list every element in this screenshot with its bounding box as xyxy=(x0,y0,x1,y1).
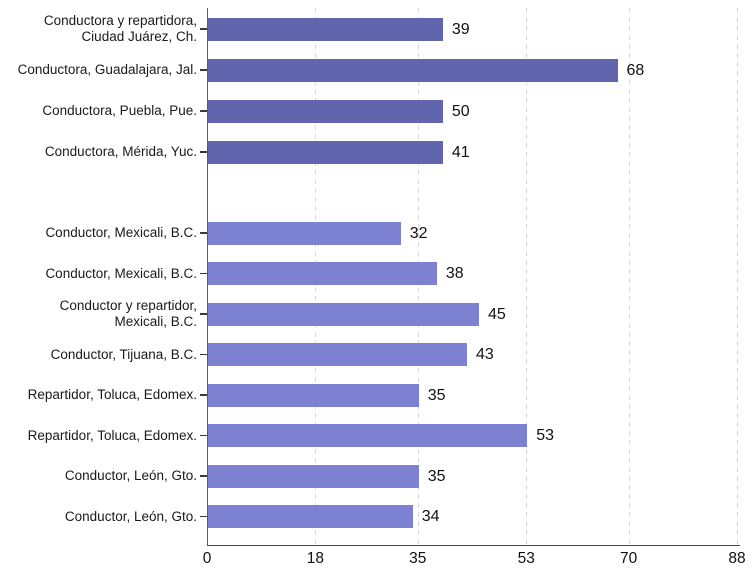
category-label: Conductor, León, Gto. xyxy=(64,508,197,524)
bar-conductores xyxy=(208,424,528,447)
bar-conductores xyxy=(208,343,467,366)
bar-conductores xyxy=(208,505,413,528)
bar-conductores xyxy=(208,464,419,488)
value-label: 43 xyxy=(475,346,494,363)
x-axis-line xyxy=(207,544,740,546)
bar-conductores xyxy=(208,383,419,407)
gridline-53 xyxy=(526,8,528,545)
x-tick-label: 70 xyxy=(619,550,638,567)
y-tick xyxy=(200,394,207,396)
value-label: 45 xyxy=(488,305,506,323)
category-label: Conductor, Mexicali, B.C. xyxy=(45,225,197,240)
y-tick xyxy=(200,434,207,437)
category-label: Conductora, Guadalajara, Jal. xyxy=(17,62,197,77)
x-tick-label: 18 xyxy=(306,550,325,567)
y-tick xyxy=(200,313,207,315)
y-tick xyxy=(200,475,207,477)
y-tick xyxy=(200,353,207,356)
bar-conductores xyxy=(208,262,437,285)
y-tick xyxy=(200,28,207,30)
value-label: 34 xyxy=(421,508,440,525)
category-label: Conductor, Mexicali, B.C. xyxy=(45,265,197,281)
category-label: Conductor, Tijuana, B.C. xyxy=(50,346,197,362)
value-label: 68 xyxy=(626,61,645,79)
gridline-70 xyxy=(628,8,630,545)
value-label: 38 xyxy=(445,265,464,282)
bar-conductoras xyxy=(208,17,443,41)
x-tick-label: 35 xyxy=(409,550,427,567)
value-label: 35 xyxy=(427,467,446,485)
x-tick-label: 53 xyxy=(517,550,535,567)
value-label: 39 xyxy=(451,20,470,38)
bar-conductoras xyxy=(208,99,443,123)
category-label: Conductora, Puebla, Pue. xyxy=(42,103,197,118)
y-tick xyxy=(200,515,207,518)
bar-conductores xyxy=(208,302,480,326)
bar-conductoras xyxy=(208,58,618,82)
x-tick-label: 88 xyxy=(728,550,746,567)
y-tick xyxy=(200,151,207,153)
bar-conductoras xyxy=(208,140,443,164)
category-label: Conductor, León, Gto. xyxy=(64,468,197,483)
y-tick xyxy=(200,272,207,275)
category-label: Repartidor, Toluca, Edomex. xyxy=(27,427,197,443)
value-label: 32 xyxy=(409,224,428,242)
value-label: 53 xyxy=(536,427,554,444)
y-tick xyxy=(200,232,207,234)
category-label: Conductor y repartidor, Mexicali, B.C. xyxy=(59,298,197,329)
y-tick xyxy=(200,110,207,112)
plot-area: 39 68 50 41 32 38 45 43 35 53 35 34 xyxy=(207,8,740,546)
category-label: Conductora, Mérida, Yuc. xyxy=(44,144,197,159)
value-label: 41 xyxy=(451,143,470,161)
value-label: 35 xyxy=(427,386,446,404)
category-label: Repartidor, Toluca, Edomex. xyxy=(27,387,197,402)
x-tick-label: 0 xyxy=(202,550,212,567)
bar-conductores xyxy=(208,221,401,245)
y-axis-line xyxy=(207,8,209,545)
category-label: Conductora y repartidora, Ciudad Juárez, … xyxy=(43,13,197,44)
y-tick xyxy=(200,69,207,71)
value-label: 50 xyxy=(451,102,470,120)
gridline-88 xyxy=(737,8,738,545)
